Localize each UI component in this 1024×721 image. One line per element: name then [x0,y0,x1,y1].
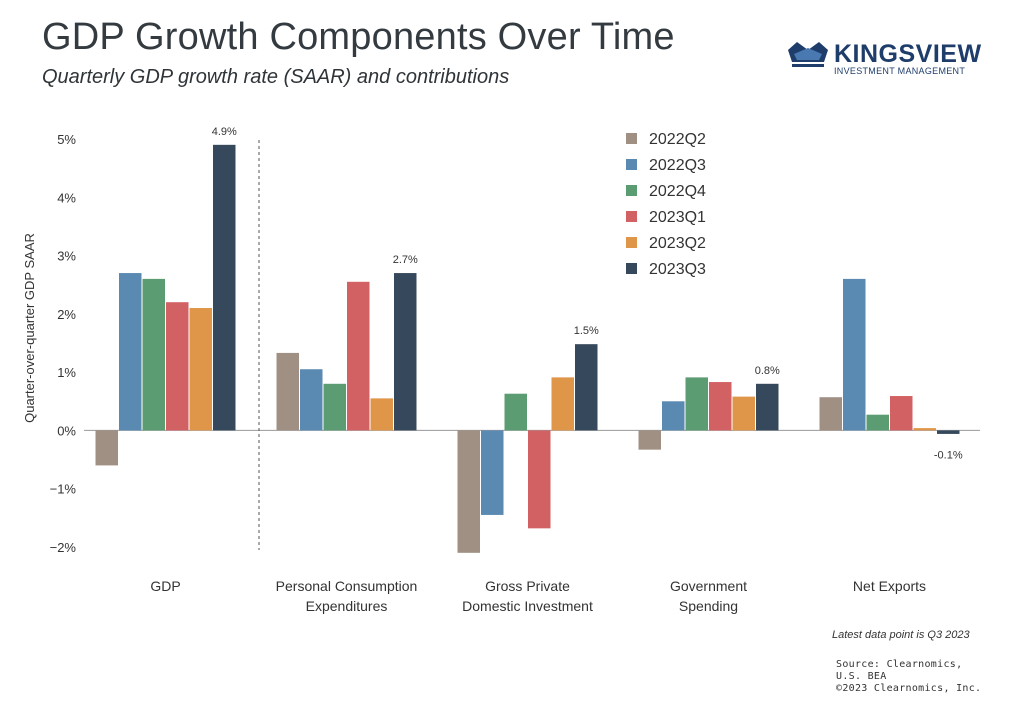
y-tick-label: 1% [57,365,76,380]
chart-title: GDP Growth Components Over Time [42,16,675,58]
bar-2023q3 [575,344,598,431]
y-axis-title: Quarter-over-quarter GDP SAAR [22,233,37,423]
category-label: Personal Consumption [276,578,418,594]
legend-label: 2022Q3 [649,157,706,174]
bar-2023q2 [732,396,755,431]
bar-2023q1 [528,430,551,529]
category-label: Domestic Investment [462,598,593,614]
y-tick-label: 3% [57,249,76,264]
bar-2023q2 [370,398,393,431]
data-label: 1.5% [574,325,599,337]
bar-2023q3 [937,430,960,434]
legend-label: 2023Q3 [649,261,706,278]
legend-swatch [626,185,637,196]
bar-2023q2 [551,377,574,431]
bar-2022q2 [276,352,299,431]
bar-2022q3 [481,430,504,515]
bar-2022q2 [819,397,842,431]
legend-swatch [626,159,637,170]
logo-tagline: INVESTMENT MANAGEMENT [834,66,966,76]
bar-2022q4 [323,383,346,431]
logo-name: KINGSVIEW [834,40,982,68]
bar-2023q3 [394,273,417,431]
source-line: U.S. BEA [836,671,887,682]
crown-icon [788,42,828,67]
data-label: 0.8% [755,365,780,377]
bar-2022q3 [300,369,323,431]
bar-2022q2 [457,430,480,553]
legend-label: 2023Q2 [649,235,706,252]
chart-subtitle: Quarterly GDP growth rate (SAAR) and con… [42,66,510,88]
bar-2022q4 [685,377,708,431]
legend-label: 2022Q2 [649,131,706,148]
legend-swatch [626,133,637,144]
bar-2022q3 [119,273,142,431]
legend-swatch [626,237,637,248]
data-label: -0.1% [934,449,963,461]
y-tick-label: 2% [57,307,76,322]
bar-2022q4 [142,278,165,431]
latest-data-note: Latest data point is Q3 2023 [832,629,970,641]
category-label: Gross Private [485,578,570,594]
bar-2023q1 [890,396,913,431]
category-label: Spending [679,598,738,614]
bar-2022q2 [638,430,661,450]
y-tick-label: 4% [57,190,76,205]
y-tick-label: 0% [57,423,76,438]
y-tick-label: 5% [57,132,76,147]
kingsview-logo: KINGSVIEW INVESTMENT MANAGEMENT [786,38,981,78]
bar-2022q3 [662,401,685,431]
legend-swatch [626,263,637,274]
legend-swatch [626,211,637,222]
bar-2023q1 [709,382,732,431]
legend-label: 2023Q1 [649,209,706,226]
data-label: 4.9% [212,126,237,138]
legend-label: 2022Q4 [649,183,706,200]
data-label: 2.7% [393,254,418,266]
category-label: Government [670,578,747,594]
bar-2022q4 [504,393,527,431]
y-tick-label: −2% [50,540,77,555]
bar-2023q3 [213,144,236,431]
bar-2023q1 [166,302,189,431]
bar-2023q2 [913,428,936,431]
category-label: Expenditures [306,598,388,614]
category-label: GDP [150,578,180,594]
bar-2023q3 [756,383,779,431]
source-line: ©2023 Clearnomics, Inc. [836,683,982,694]
category-label: Net Exports [853,578,926,594]
bar-2022q3 [843,278,866,431]
bar-2023q2 [189,308,212,431]
y-tick-label: −1% [50,482,77,497]
bar-2022q2 [95,430,118,466]
source-line: Source: Clearnomics, [836,659,963,670]
bar-2022q4 [866,414,889,431]
bar-2023q1 [347,281,370,431]
